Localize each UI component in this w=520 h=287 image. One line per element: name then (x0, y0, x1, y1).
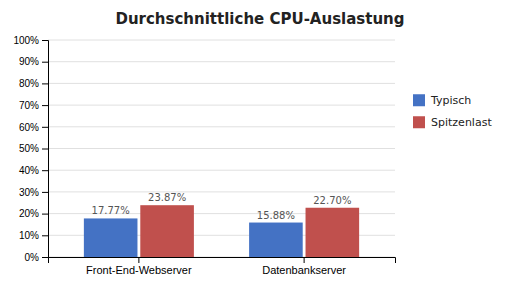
tick-mark (42, 192, 48, 193)
bar (84, 218, 138, 257)
legend-item: Typisch (413, 94, 471, 107)
legend-label: Spitzenlast (431, 116, 492, 129)
tick-label: Front-End-Webserver (86, 264, 192, 276)
y-tick: 30% (19, 187, 48, 198)
data-label: 15.88% (257, 210, 295, 221)
bars (84, 205, 359, 257)
y-tick: 10% (19, 230, 48, 241)
y-axis: 0% 10% 20% 30% 40% 50% 60% 70% 80% 90% 100% (13, 35, 48, 263)
tick-mark (138, 257, 139, 263)
tick-label: 30% (19, 187, 39, 198)
legend: Typisch Spitzenlast (413, 94, 492, 129)
y-tick: 50% (19, 143, 48, 154)
tick-label: 0% (25, 252, 40, 263)
tick-label: 90% (19, 56, 39, 67)
tick-label: 20% (19, 208, 39, 219)
y-tick: 100% (13, 35, 48, 46)
axis-line (49, 258, 396, 264)
tick-mark (42, 214, 48, 215)
tick-label: 80% (19, 78, 39, 89)
tick-mark (304, 257, 305, 263)
y-tick: 60% (19, 122, 48, 133)
tick-label: 70% (19, 100, 39, 111)
y-tick: 80% (19, 78, 48, 89)
data-label: 22.70% (313, 195, 351, 206)
data-label: 23.87% (148, 192, 186, 203)
legend-label: Typisch (430, 94, 471, 107)
y-tick: 20% (19, 208, 48, 219)
plot: 0% 10% 20% 30% 40% 50% 60% 70% 80% 90% 100% Front-E… (13, 35, 395, 276)
title: Durchschnittliche CPU-Auslastung (115, 10, 404, 28)
tick-label: 10% (19, 230, 39, 241)
data-labels: 17.77% 15.88% 23.87% 22.70% (92, 192, 352, 220)
tick-label: 100% (13, 35, 39, 46)
tick-mark (42, 62, 48, 63)
tick-mark (42, 127, 48, 128)
grid (48, 40, 395, 257)
grid-line (48, 170, 395, 171)
tick-mark (42, 235, 48, 236)
axis-line (42, 41, 49, 258)
tick-mark (42, 105, 48, 106)
tick-label: Datenbankserver (262, 264, 346, 276)
grid-line (48, 105, 395, 106)
legend-swatch (413, 94, 425, 106)
bar (249, 223, 303, 257)
tick-mark (42, 40, 48, 41)
grid-line (48, 40, 395, 41)
tick-label: 40% (19, 165, 39, 176)
y-tick: 40% (19, 165, 48, 176)
x-tick: Front-End-Webserver (86, 257, 192, 276)
tick-mark (42, 83, 48, 84)
grid-line (48, 191, 395, 192)
tick-mark (42, 149, 48, 150)
grid-line (48, 61, 395, 62)
y-tick: 0% (25, 252, 48, 263)
tick-mark (42, 170, 48, 171)
data-label: 17.77% (92, 205, 130, 216)
grid-line (48, 126, 395, 127)
bar (140, 205, 194, 257)
y-tick: 90% (19, 56, 48, 67)
tick-label: 50% (19, 143, 39, 154)
legend-item: Spitzenlast (413, 116, 492, 129)
tick-label: 60% (19, 122, 39, 133)
grid-line (48, 148, 395, 149)
x-axis: Front-End-Webserver Datenbankserver (49, 257, 396, 276)
grid-line (48, 83, 395, 84)
x-tick: Datenbankserver (262, 257, 346, 276)
legend-swatch (413, 116, 425, 128)
bar (306, 208, 360, 257)
chart: 0% 10% 20% 30% 40% 50% 60% 70% 80% 90% 100% Front-E… (0, 0, 520, 287)
y-tick: 70% (19, 100, 48, 111)
tick-mark (42, 257, 48, 258)
